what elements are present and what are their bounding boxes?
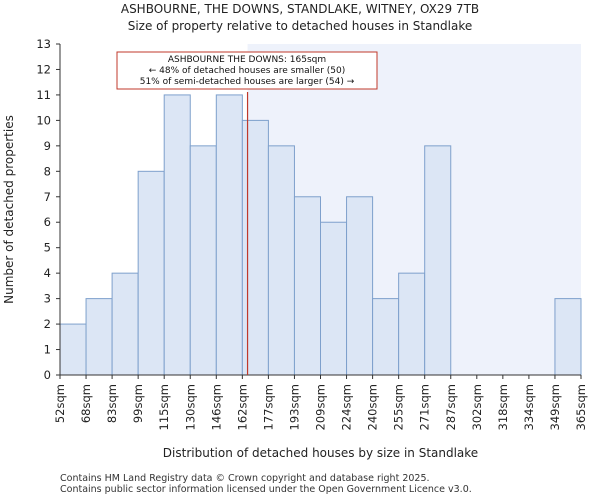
x-tick-label: 224sqm (340, 384, 354, 430)
bar-115sqm (163, 94, 191, 376)
y-tick-label: 9 (44, 139, 51, 153)
y-tick-label: 4 (44, 266, 51, 280)
y-tick-label: 1 (44, 343, 51, 357)
chart-subtitle: Size of property relative to detached ho… (127, 19, 473, 33)
x-tick-label: 115sqm (157, 384, 171, 430)
y-tick-label: 0 (44, 368, 51, 382)
x-axis-label: Distribution of detached houses by size … (163, 446, 478, 460)
footer-line-1: Contains HM Land Registry data © Crown c… (60, 473, 430, 484)
footer-line-2: Contains public sector information licen… (60, 484, 472, 495)
bar-193sqm (293, 196, 322, 376)
y-tick-label: 13 (36, 37, 51, 51)
x-tick-label: 240sqm (366, 384, 380, 430)
y-tick-label: 2 (44, 317, 51, 331)
bar-130sqm (189, 145, 217, 376)
bar-99sqm (137, 170, 165, 376)
bar-271sqm (424, 145, 452, 376)
x-tick-label: 52sqm (53, 384, 67, 423)
y-tick-label: 10 (36, 113, 51, 127)
x-tick-label: 349sqm (548, 384, 562, 430)
y-axis-label: Number of detached properties (2, 115, 16, 304)
x-tick-label: 365sqm (574, 384, 588, 430)
bar-224sqm (346, 196, 374, 376)
y-tick-label: 6 (44, 215, 51, 229)
annotation-border (116, 51, 378, 90)
x-tick-label: 177sqm (261, 384, 275, 430)
y-tick-label: 11 (36, 88, 51, 102)
annotation-line-1: ASHBOURNE THE DOWNS: 165sqm (168, 55, 326, 65)
bar-177sqm (267, 145, 295, 376)
x-tick-label: 318sqm (496, 384, 510, 430)
chart-title: ASHBOURNE, THE DOWNS, STANDLAKE, WITNEY,… (120, 2, 480, 16)
x-tick-label: 271sqm (418, 384, 432, 430)
x-tick-label: 209sqm (314, 384, 328, 430)
x-tick-label: 193sqm (287, 384, 301, 430)
y-tick-label: 3 (44, 292, 51, 306)
x-tick-label: 255sqm (392, 384, 406, 430)
x-tick-label: 162sqm (235, 384, 249, 430)
y-tick-label: 8 (44, 164, 51, 178)
bar-349sqm (554, 298, 582, 376)
annotation-box: ASHBOURNE THE DOWNS: 165sqm ← 48% of det… (116, 51, 378, 90)
bar-209sqm (320, 221, 348, 376)
bar-240sqm (372, 298, 400, 376)
y-tick-label: 12 (36, 62, 51, 76)
bar-146sqm (215, 94, 243, 376)
annotation-line-3: 51% of semi-detached houses are larger (… (140, 77, 355, 87)
bar-83sqm (111, 272, 139, 376)
y-tick-label: 7 (44, 190, 51, 204)
bar-52sqm (59, 323, 87, 376)
x-tick-label: 83sqm (105, 384, 119, 423)
x-tick-label: 146sqm (209, 384, 223, 430)
annotation-line-2: ← 48% of detached houses are smaller (50… (149, 66, 346, 76)
bar-255sqm (398, 272, 426, 376)
x-tick-label: 68sqm (79, 384, 93, 423)
x-tick-label: 99sqm (131, 384, 145, 423)
x-tick-label: 287sqm (444, 384, 458, 430)
x-tick-label: 130sqm (183, 384, 197, 430)
bar-162sqm (241, 119, 269, 376)
y-tick-label: 5 (44, 241, 51, 255)
x-tick-label: 334sqm (522, 384, 536, 430)
x-tick-label: 302sqm (470, 384, 484, 430)
bar-68sqm (85, 298, 113, 376)
